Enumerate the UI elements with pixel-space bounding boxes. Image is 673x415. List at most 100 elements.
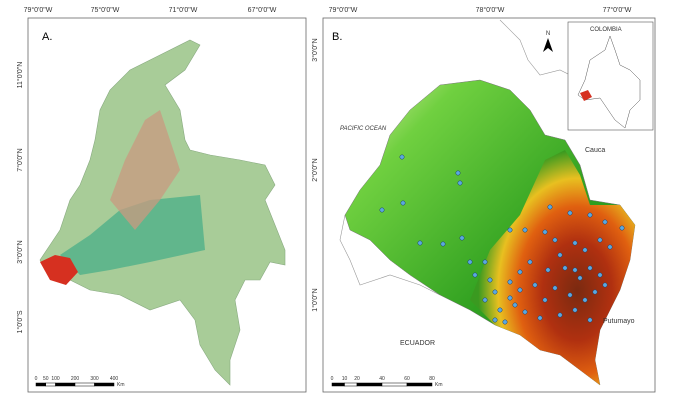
sample-site bbox=[400, 200, 406, 206]
sample-site bbox=[532, 282, 538, 288]
sample-site bbox=[607, 244, 613, 250]
sample-site bbox=[379, 207, 385, 213]
sample-site bbox=[587, 265, 593, 271]
scale-tick: 80 bbox=[429, 376, 435, 382]
sample-site bbox=[487, 277, 493, 283]
region-shading bbox=[60, 195, 205, 275]
sample-site bbox=[572, 267, 578, 273]
sample-site bbox=[455, 170, 461, 176]
scale-segment bbox=[344, 382, 358, 387]
panel-label: B. bbox=[332, 31, 342, 43]
sample-site bbox=[472, 272, 478, 278]
sample-site bbox=[417, 240, 423, 246]
lon-label: 79°0'0"W bbox=[24, 6, 53, 14]
sample-site bbox=[545, 267, 551, 273]
lat-label: 7°0'0"N bbox=[16, 148, 24, 171]
lat-label: 3°0'0"N bbox=[311, 38, 319, 61]
scale-segment bbox=[94, 382, 115, 387]
scale-tick: 400 bbox=[110, 376, 119, 382]
sample-site bbox=[567, 292, 573, 298]
sample-site bbox=[492, 289, 498, 295]
sample-site bbox=[557, 312, 563, 318]
sample-site bbox=[597, 237, 603, 243]
sample-site bbox=[552, 237, 558, 243]
lat-label: 3°0'0"N bbox=[16, 240, 24, 263]
sample-site bbox=[507, 227, 513, 233]
scale-segment bbox=[45, 382, 56, 387]
scale-tick: 40 bbox=[379, 376, 385, 382]
scale-segment bbox=[331, 382, 345, 387]
north-arrow bbox=[543, 38, 553, 52]
scale-segment bbox=[381, 382, 408, 387]
scale-segment bbox=[55, 382, 76, 387]
scale-tick: 100 bbox=[51, 376, 60, 382]
sample-site bbox=[587, 212, 593, 218]
sample-site bbox=[567, 210, 573, 216]
scale-unit: Km bbox=[435, 382, 443, 388]
lon-label: 71°0'0"W bbox=[169, 6, 198, 14]
scale-tick: 0 bbox=[35, 376, 38, 382]
sample-site bbox=[592, 289, 598, 295]
sample-site bbox=[577, 275, 583, 281]
sample-site bbox=[602, 219, 608, 225]
sample-site bbox=[507, 279, 513, 285]
sample-site bbox=[467, 259, 473, 265]
sample-site bbox=[482, 297, 488, 303]
coast-line bbox=[339, 214, 441, 296]
sample-site bbox=[482, 259, 488, 265]
sample-site bbox=[562, 265, 568, 271]
north-label: N bbox=[546, 31, 550, 37]
lon-label: 75°0'0"W bbox=[91, 6, 120, 14]
sample-site bbox=[507, 295, 513, 301]
sample-site bbox=[502, 319, 508, 325]
sample-site bbox=[492, 317, 498, 323]
sample-site bbox=[440, 241, 446, 247]
sample-site bbox=[512, 302, 518, 308]
andes bbox=[110, 110, 180, 230]
scale-segment bbox=[35, 382, 46, 387]
scale-segment bbox=[74, 382, 95, 387]
sample-site bbox=[517, 287, 523, 293]
place-label: Putumayo bbox=[603, 318, 635, 325]
lat-label: 1°0'0"S bbox=[16, 310, 24, 333]
inset-frame bbox=[567, 21, 654, 131]
sample-site bbox=[399, 154, 405, 160]
sample-site bbox=[557, 252, 563, 258]
sample-site bbox=[522, 309, 528, 315]
scale-tick: 10 bbox=[342, 376, 348, 382]
sample-site bbox=[527, 259, 533, 265]
sample-site bbox=[572, 307, 578, 313]
lon-label: 78°0'0"W bbox=[476, 6, 505, 14]
lon-label: 67°0'0"W bbox=[248, 6, 277, 14]
border-line bbox=[499, 19, 581, 81]
sample-site bbox=[547, 204, 553, 210]
scale-tick: 50 bbox=[43, 376, 49, 382]
sample-site bbox=[459, 235, 465, 241]
scale-tick: 200 bbox=[71, 376, 80, 382]
sample-site bbox=[552, 285, 558, 291]
place-label: Cauca bbox=[585, 147, 605, 154]
sample-site bbox=[537, 315, 543, 321]
scale-unit: Km bbox=[117, 382, 125, 388]
scale-tick: 0 bbox=[331, 376, 334, 382]
sample-site bbox=[457, 180, 463, 186]
place-label: ECUADOR bbox=[400, 340, 435, 347]
sample-site bbox=[542, 297, 548, 303]
inset-title: COLOMBIA bbox=[590, 27, 622, 33]
highlands bbox=[470, 150, 635, 385]
sample-site bbox=[619, 225, 625, 231]
scale-segment bbox=[356, 382, 383, 387]
sample-site bbox=[587, 317, 593, 323]
scale-tick: 20 bbox=[354, 376, 360, 382]
lat-label: 2°0'0"N bbox=[311, 158, 319, 181]
panel-label: A. bbox=[42, 31, 52, 43]
ocean-label: PACIFIC OCEAN bbox=[340, 126, 387, 132]
sample-site bbox=[602, 282, 608, 288]
sample-site bbox=[582, 297, 588, 303]
lon-label: 79°0'0"W bbox=[329, 6, 358, 14]
lat-label: 11°0'0"N bbox=[16, 62, 24, 89]
lon-label: 77°0'0"W bbox=[603, 6, 632, 14]
sample-site bbox=[597, 272, 603, 278]
sample-site bbox=[522, 227, 528, 233]
